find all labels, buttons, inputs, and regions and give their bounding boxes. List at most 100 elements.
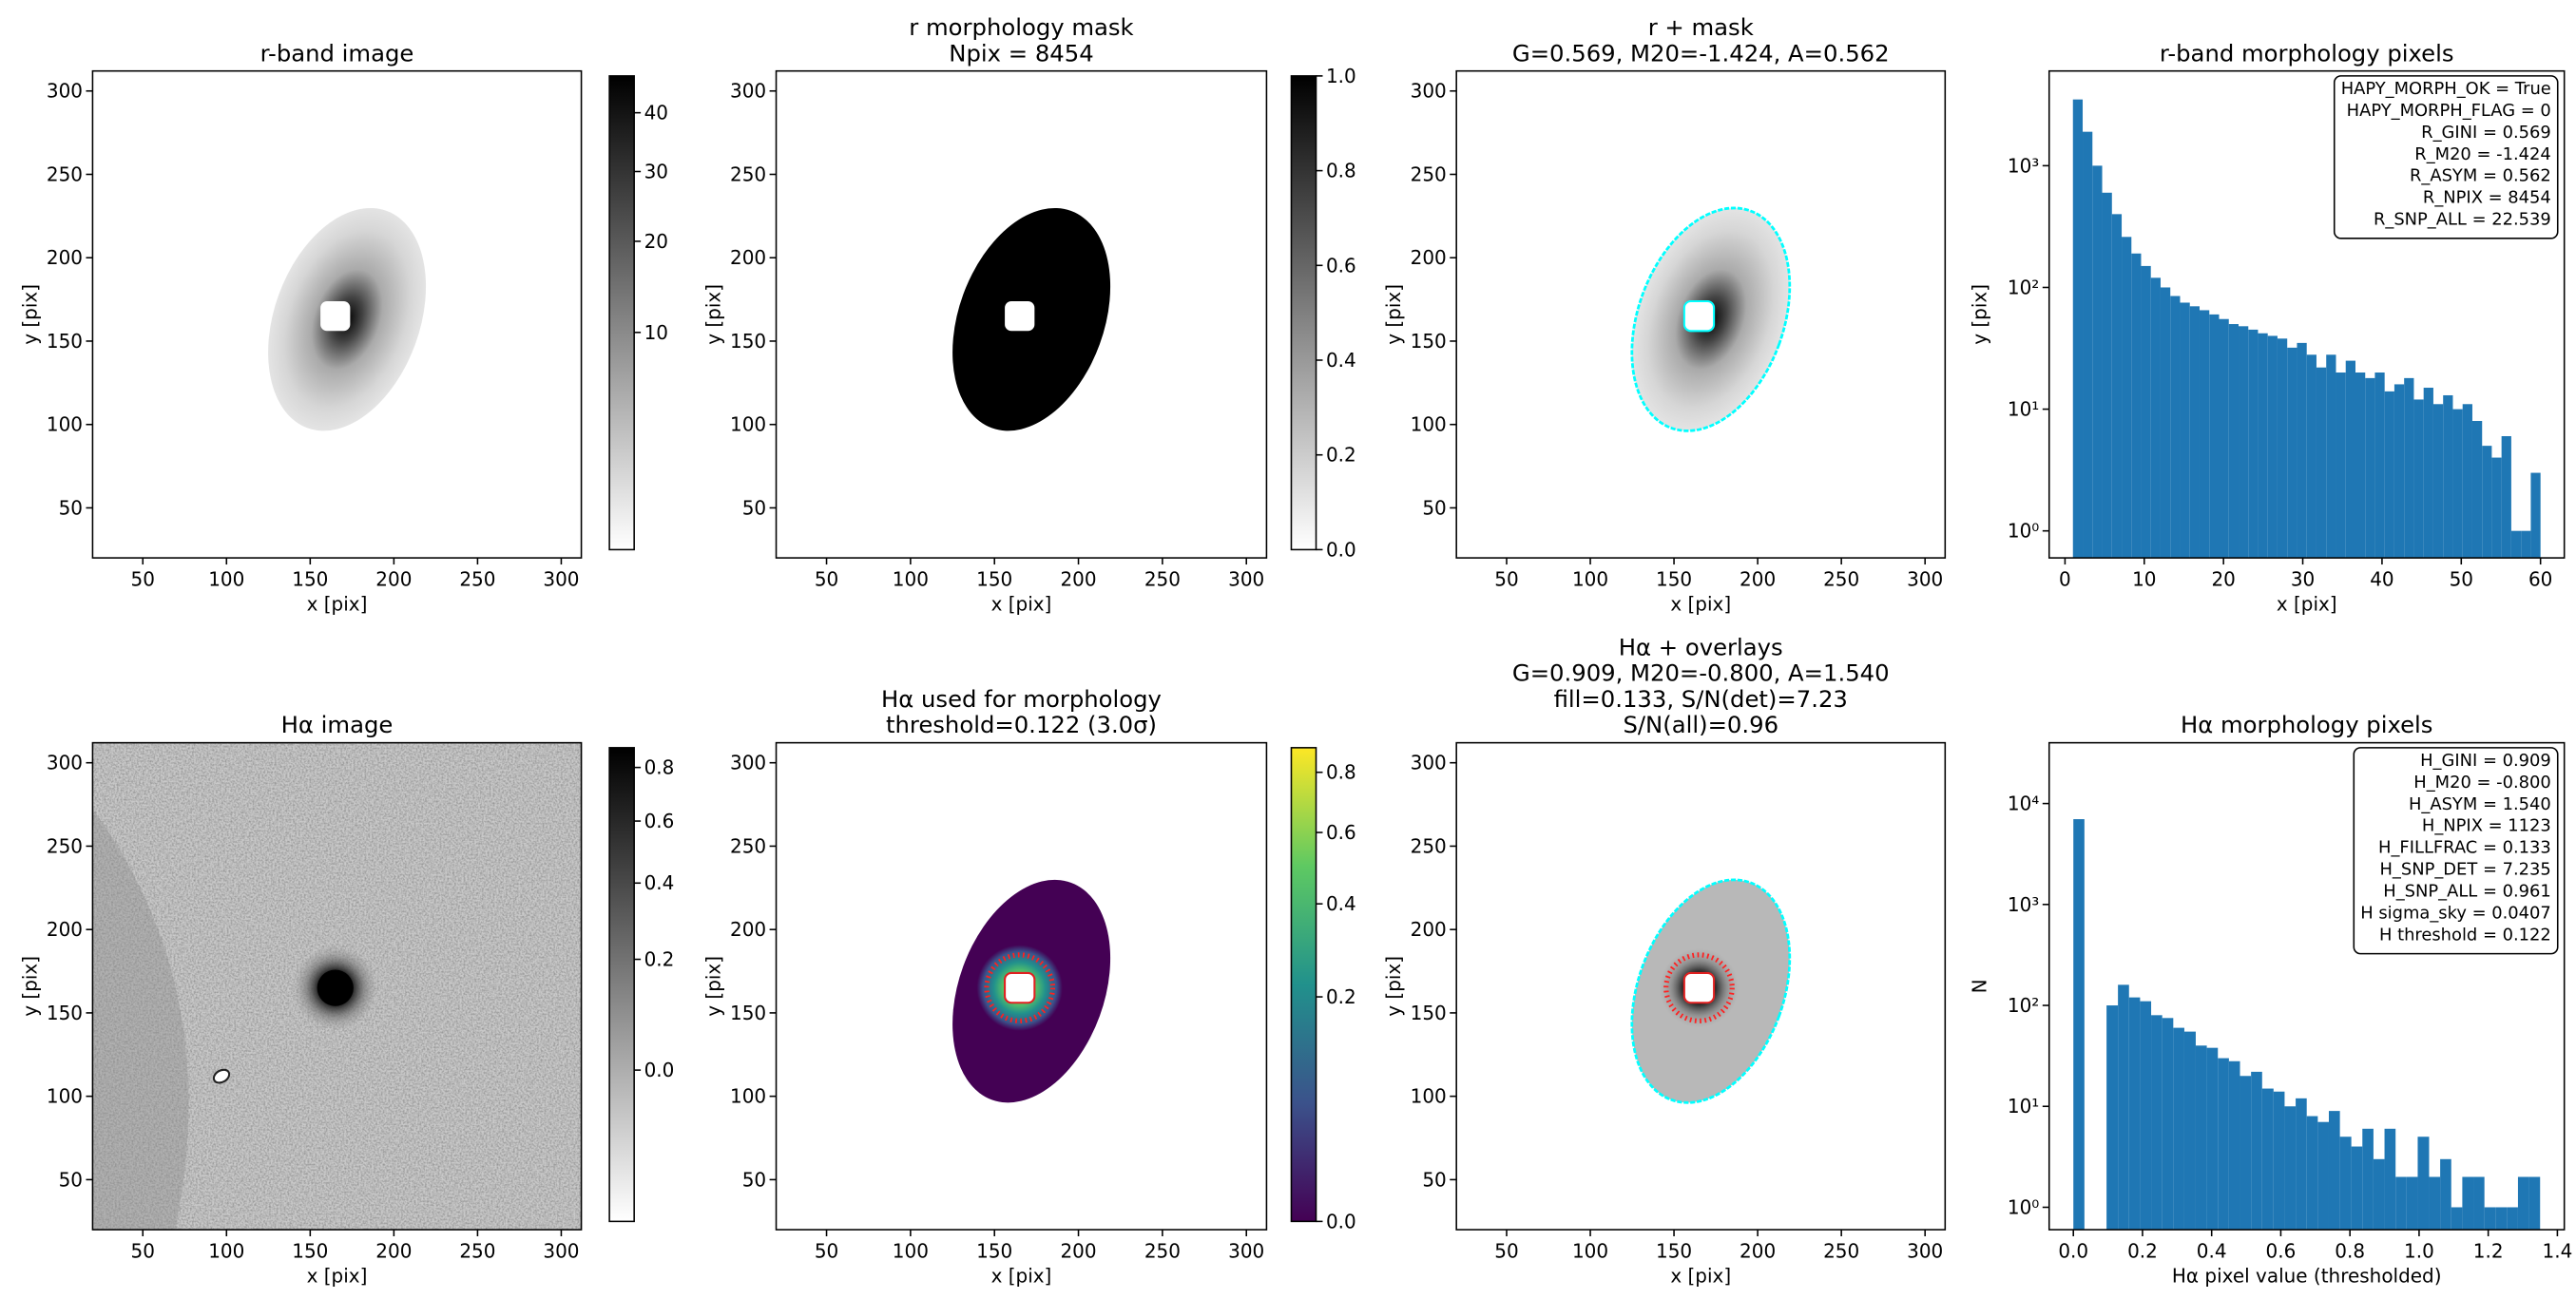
hist-bar: [2473, 1176, 2485, 1231]
hist-bar: [2451, 1207, 2463, 1231]
x-tick-label: 100: [893, 1240, 929, 1263]
y-tick-label: 250: [1411, 834, 1447, 857]
x-tick-label: 250: [1144, 1240, 1181, 1263]
x-tick-label: 300: [1907, 568, 1943, 591]
hist-bar: [2150, 277, 2161, 559]
y-tick-label: 300: [730, 752, 766, 774]
core-mask: [1682, 299, 1716, 333]
hist-bar: [2362, 1128, 2374, 1231]
panel-title: G=0.569, M20=-1.424, A=0.562: [1512, 39, 1890, 67]
hist-bar: [2429, 1176, 2441, 1231]
x-tick-label: 150: [976, 1240, 1012, 1263]
core-mask: [1682, 971, 1716, 1004]
y-tick-label: 200: [47, 246, 83, 269]
hist-bar: [2452, 409, 2463, 559]
hist-bar: [2258, 333, 2268, 559]
x-tick-label: 40: [2370, 568, 2393, 591]
hist-bar: [2406, 1176, 2418, 1231]
annotation-box: [2333, 75, 2559, 239]
y-tick-label: 200: [1411, 246, 1447, 269]
hist-bar: [2413, 399, 2424, 559]
y-tick-label: 250: [47, 834, 83, 857]
hist-bar: [2141, 265, 2151, 559]
colorbar-tick-label: 0.2: [1326, 985, 1356, 1008]
plot-area: [952, 879, 1111, 1103]
hist-bar: [2162, 1018, 2174, 1231]
colorbar-tick-label: 0.4: [1326, 892, 1356, 915]
y-axis-label: y [pix]: [1969, 284, 1991, 345]
plot-area: [92, 742, 582, 1231]
hist-bar: [2317, 1121, 2329, 1231]
core-mask: [1005, 301, 1035, 332]
panel: 50 100 150 200 250 300 50 100 150 200 250 300 x [pix…: [702, 13, 1355, 616]
colorbar-tick-label: 0.4: [1326, 349, 1356, 372]
colorbar-tick-label: 1.0: [1326, 65, 1356, 87]
hist-bar: [2316, 367, 2327, 559]
x-tick-label: 100: [208, 568, 244, 591]
x-axis-label: x [pix]: [2277, 593, 2337, 616]
colorbar: [608, 747, 635, 1223]
x-tick-label: 150: [1656, 568, 1692, 591]
y-axis-label: y [pix]: [18, 956, 41, 1017]
panel-title: fill=0.133, S/N(det)=7.23: [1554, 685, 1848, 713]
panel-title: r morphology mask: [909, 13, 1133, 41]
y-tick-label: 300: [730, 80, 766, 103]
x-tick-label: 300: [1907, 1240, 1943, 1263]
y-tick-label: 10⁴: [2008, 793, 2039, 815]
hist-bar: [2183, 1031, 2196, 1231]
x-tick-label: 200: [1740, 1240, 1776, 1263]
hist-bar: [2267, 335, 2278, 559]
panel-title: r-band image: [260, 39, 414, 67]
y-tick-label: 150: [730, 330, 766, 353]
x-tick-label: 100: [208, 1240, 244, 1263]
axes-frame: [1455, 69, 1947, 559]
hist-bar: [2374, 373, 2385, 559]
x-tick-label: 10: [2132, 568, 2156, 591]
hist-bar: [2111, 214, 2123, 559]
y-tick-label: 100: [47, 1085, 83, 1108]
x-tick-label: 50: [815, 568, 838, 591]
annotation-line: H threshold = 0.122: [2379, 925, 2551, 945]
x-tick-label: 150: [292, 568, 328, 591]
x-axis-label: x [pix]: [307, 1265, 368, 1288]
hist-bar: [2072, 99, 2084, 559]
x-tick-label: 150: [1656, 1240, 1692, 1263]
y-tick-label: 150: [730, 1002, 766, 1024]
hist-bar: [2345, 360, 2355, 559]
annotation-line: H_SNP_DET = 7.235: [2379, 860, 2550, 880]
y-tick-label: 150: [47, 330, 83, 353]
hist-bar: [2501, 435, 2511, 559]
x-tick-label: 0: [2059, 568, 2071, 591]
y-tick-label: 10¹: [2008, 1095, 2039, 1118]
hist-bar: [2240, 1076, 2252, 1231]
hist-bar: [2528, 1176, 2541, 1231]
hist-bar: [2140, 1001, 2152, 1231]
colorbar: [1290, 747, 1317, 1223]
x-tick-label: 50: [1494, 1240, 1518, 1263]
axes-frame: [91, 69, 583, 559]
hist-bar: [2284, 1106, 2297, 1231]
x-tick-label: 200: [1740, 568, 1776, 591]
y-tick-label: 200: [1411, 918, 1447, 941]
mask-outline: [1630, 878, 1792, 1104]
y-tick-label: 10¹: [2008, 398, 2039, 421]
hist-bar: [2306, 1116, 2318, 1231]
hist-bar: [2355, 373, 2366, 559]
hist-bar: [2261, 1088, 2274, 1231]
hist-bar: [2209, 314, 2220, 559]
colorbar: [1290, 75, 1317, 551]
x-tick-label: 0.6: [2266, 1240, 2297, 1263]
hist-bar: [2118, 984, 2129, 1231]
y-tick-label: 250: [730, 834, 766, 857]
y-tick-label: 50: [742, 496, 766, 519]
hist-bar: [2228, 1060, 2240, 1231]
x-tick-label: 0.4: [2197, 1240, 2227, 1263]
panel-title: Hα used for morphology: [881, 685, 1162, 713]
hist-bar: [2423, 388, 2433, 559]
hist-bar: [2384, 391, 2394, 559]
x-tick-label: 60: [2528, 568, 2552, 591]
hist-bar: [2251, 1071, 2262, 1231]
colorbar: [608, 75, 635, 551]
